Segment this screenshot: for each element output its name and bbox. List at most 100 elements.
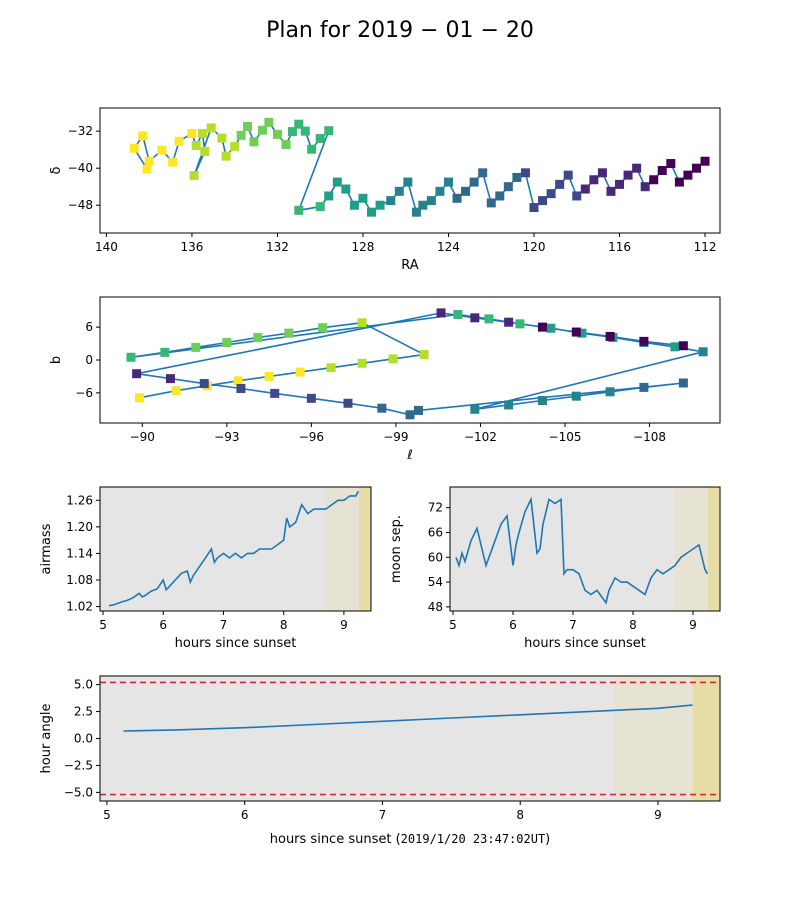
galactic-ytick-label: 6 bbox=[85, 320, 93, 334]
sky-point bbox=[403, 177, 413, 187]
galactic-point bbox=[199, 379, 209, 389]
sky-xtick-label: 120 bbox=[523, 240, 546, 254]
galactic-point bbox=[295, 367, 305, 377]
sky-point bbox=[358, 193, 368, 203]
sky-point bbox=[394, 186, 404, 196]
galactic-plot: −90 −93 −96 −99 −102 −105 −108 6 0 −6 ℓ b bbox=[49, 296, 721, 463]
moonsep-ytick-label: 60 bbox=[428, 550, 443, 564]
sky-point bbox=[257, 125, 267, 135]
sky-point bbox=[324, 191, 334, 201]
sky-point bbox=[249, 137, 259, 147]
moonsep-ytick-label: 54 bbox=[428, 575, 443, 589]
galactic-point bbox=[413, 405, 423, 415]
galactic-point bbox=[678, 378, 688, 388]
hourangle-ytick-label: −5.0 bbox=[64, 785, 93, 799]
airmass-xtick-label: 8 bbox=[280, 618, 288, 632]
sky-point bbox=[230, 141, 240, 151]
airmass-xtick-label: 6 bbox=[159, 618, 167, 632]
galactic-point bbox=[134, 393, 144, 403]
sky-point bbox=[187, 128, 197, 138]
sky-point bbox=[386, 196, 396, 206]
moonsep-shade-twilight1 bbox=[673, 487, 708, 611]
sky-point bbox=[129, 143, 139, 153]
moonsep-xtick-label: 6 bbox=[509, 618, 517, 632]
airmass-ylabel: airmass bbox=[39, 523, 54, 574]
galactic-xtick-label: −90 bbox=[130, 430, 155, 444]
sky-xtick-label: 116 bbox=[608, 240, 631, 254]
sky-point bbox=[597, 168, 607, 178]
sky-plot: 140 136 132 128 124 120 116 112 −32 −40 −48 RA δ bbox=[49, 107, 721, 273]
moonsep-ytick-label: 66 bbox=[428, 525, 443, 539]
galactic-point bbox=[639, 382, 649, 392]
galactic-point bbox=[639, 336, 649, 346]
galactic-ytick-label: 0 bbox=[85, 353, 93, 367]
sky-ytick-label: −48 bbox=[68, 198, 93, 212]
sky-point bbox=[563, 170, 573, 180]
galactic-ytick-label: −6 bbox=[75, 386, 93, 400]
galactic-frame bbox=[99, 296, 721, 424]
airmass-shade-twilight1 bbox=[324, 487, 359, 611]
sky-point bbox=[418, 200, 428, 210]
sky-point bbox=[138, 131, 148, 141]
sky-xtick-label: 124 bbox=[437, 240, 460, 254]
sky-ytick-label: −40 bbox=[68, 161, 93, 175]
moonsep-xtick-label: 7 bbox=[569, 618, 577, 632]
galactic-point bbox=[165, 374, 175, 384]
sky-point bbox=[555, 179, 565, 189]
sky-point bbox=[315, 202, 325, 212]
galactic-point bbox=[470, 404, 480, 414]
sky-point bbox=[174, 136, 184, 146]
sky-point bbox=[426, 196, 436, 206]
sky-xtick-label: 136 bbox=[180, 240, 203, 254]
sky-point bbox=[683, 170, 693, 180]
galactic-point bbox=[484, 314, 494, 324]
galactic-point bbox=[698, 347, 708, 357]
galactic-point bbox=[419, 350, 429, 360]
sky-point bbox=[217, 133, 227, 143]
plots-group: 140 136 132 128 124 120 116 112−32−40−48RAδ−90−… bbox=[39, 107, 721, 822]
galactic-point bbox=[160, 347, 170, 357]
hourangle-shade-twilight2 bbox=[692, 676, 720, 801]
sky-point bbox=[236, 130, 246, 140]
sky-point bbox=[341, 184, 351, 194]
airmass-ytick-label: 1.14 bbox=[66, 546, 93, 560]
sky-point bbox=[243, 122, 253, 132]
moonsep-plot: 5 6 7 8 9 48 54 60 66 72 hours since sunset moon se… bbox=[389, 486, 721, 651]
galactic-point bbox=[306, 393, 316, 403]
galactic-point bbox=[264, 371, 274, 381]
sky-point bbox=[640, 182, 650, 192]
hourangle-ytick-label: 2.5 bbox=[74, 705, 93, 719]
galactic-point bbox=[357, 318, 367, 328]
galactic-point bbox=[605, 331, 615, 341]
galactic-point bbox=[453, 310, 463, 320]
sky-point bbox=[615, 179, 625, 189]
sky-point bbox=[287, 127, 297, 137]
airmass-series-line bbox=[108, 491, 360, 607]
moonsep-xtick-label: 8 bbox=[629, 618, 637, 632]
galactic-xtick-label: −108 bbox=[633, 430, 666, 444]
airmass-xtick-label: 5 bbox=[99, 618, 107, 632]
sky-point bbox=[632, 163, 642, 173]
sky-point bbox=[142, 164, 152, 174]
airmass-ytick-label: 1.02 bbox=[66, 600, 93, 614]
galactic-ylabel: b bbox=[49, 356, 64, 364]
galactic-xtick-label: −105 bbox=[549, 430, 582, 444]
galactic-point bbox=[470, 313, 480, 323]
hourangle-ytick-label: −2.5 bbox=[64, 758, 93, 772]
sky-point bbox=[461, 186, 471, 196]
sky-point bbox=[606, 186, 616, 196]
sky-point bbox=[691, 163, 701, 173]
galactic-series-line bbox=[130, 312, 704, 416]
sky-point bbox=[435, 186, 445, 196]
galactic-point bbox=[326, 363, 336, 373]
sky-point bbox=[572, 191, 582, 201]
hourangle-xtick-label: 6 bbox=[241, 808, 249, 822]
sky-point bbox=[495, 191, 505, 201]
airmass-xlabel: hours since sunset bbox=[175, 636, 297, 651]
galactic-point bbox=[515, 319, 525, 329]
hourangle-xtick-label: 7 bbox=[379, 808, 387, 822]
sky-point bbox=[469, 177, 479, 187]
galactic-xlabel: ℓ bbox=[406, 448, 412, 463]
galactic-point bbox=[605, 387, 615, 397]
sky-point bbox=[281, 140, 291, 150]
